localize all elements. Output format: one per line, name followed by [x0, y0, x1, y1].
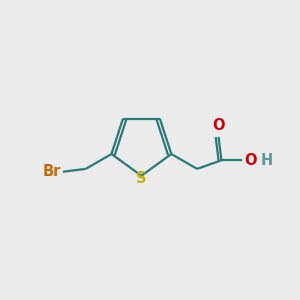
Text: O: O: [212, 118, 225, 134]
Text: Br: Br: [42, 164, 61, 179]
Text: H: H: [261, 153, 273, 168]
Text: O: O: [244, 153, 257, 168]
Text: S: S: [136, 170, 147, 185]
